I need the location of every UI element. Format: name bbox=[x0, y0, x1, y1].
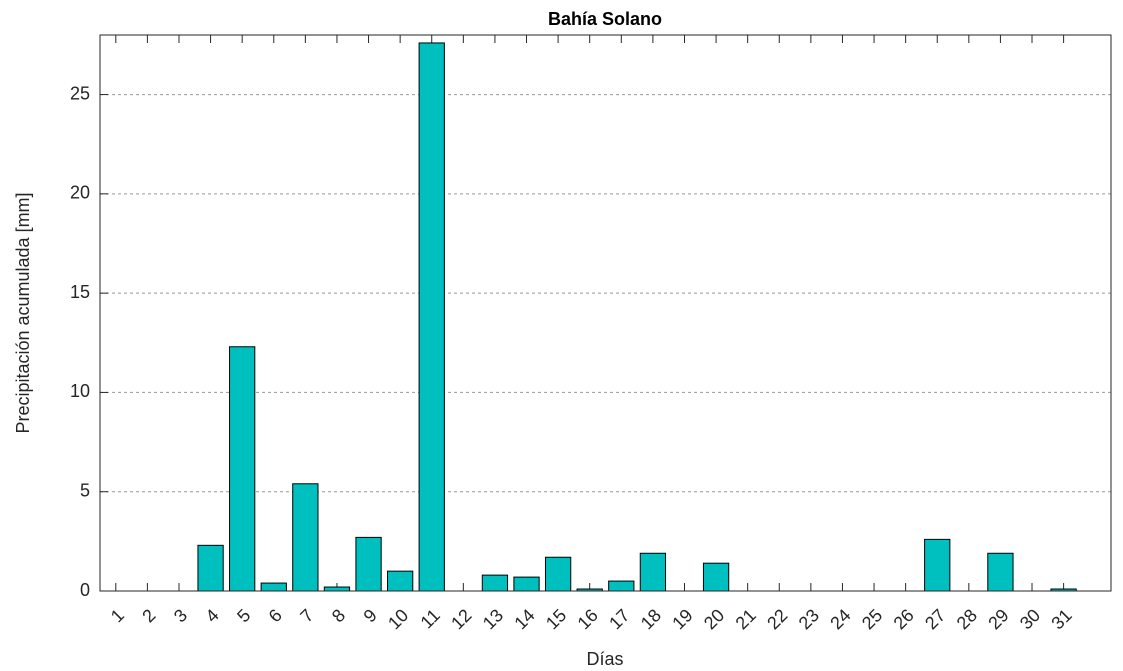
bar bbox=[323, 586, 351, 592]
bar bbox=[355, 536, 382, 592]
y-tick-label: 10 bbox=[70, 381, 90, 401]
chart-title: Bahía Solano bbox=[548, 9, 662, 29]
bar bbox=[481, 574, 509, 592]
bar bbox=[702, 562, 730, 592]
y-tick-label: 15 bbox=[70, 282, 90, 302]
bar bbox=[387, 570, 414, 592]
bar bbox=[418, 42, 445, 592]
y-axis-label: Precipitación acumulada [mm] bbox=[13, 192, 33, 433]
y-tick-label: 20 bbox=[70, 183, 90, 203]
bar bbox=[544, 556, 572, 592]
bar bbox=[639, 552, 667, 592]
bar bbox=[197, 544, 224, 592]
bar bbox=[608, 580, 635, 592]
bar bbox=[987, 552, 1014, 592]
y-tick-label: 5 bbox=[80, 480, 90, 500]
x-axis-label: Días bbox=[586, 649, 623, 669]
bar bbox=[924, 538, 951, 592]
y-tick-label: 25 bbox=[70, 83, 90, 103]
bar bbox=[260, 582, 287, 592]
plot-frame bbox=[99, 34, 1112, 592]
bar bbox=[229, 346, 256, 592]
bar bbox=[513, 576, 540, 592]
y-tick-label: 0 bbox=[80, 580, 90, 600]
bar bbox=[292, 483, 319, 592]
